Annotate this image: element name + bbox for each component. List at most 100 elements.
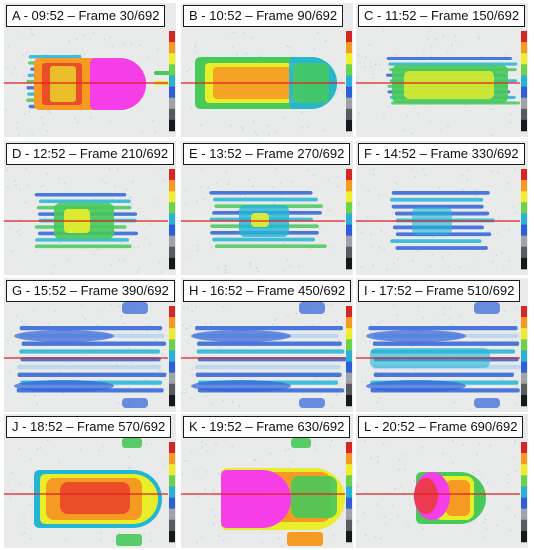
color-scale-bar bbox=[521, 169, 527, 270]
noise-speck bbox=[338, 339, 341, 341]
noise-speck bbox=[189, 68, 191, 70]
noise-speck bbox=[512, 205, 515, 208]
noise-speck bbox=[271, 186, 274, 188]
melt-tip bbox=[474, 302, 500, 314]
scale-segment bbox=[521, 180, 527, 192]
noise-speck bbox=[77, 371, 79, 374]
noise-speck bbox=[25, 323, 27, 325]
noise-speck bbox=[501, 251, 503, 254]
scale-segment bbox=[346, 108, 352, 121]
noise-speck bbox=[30, 29, 32, 31]
scale-segment bbox=[521, 257, 527, 270]
melt-streaks bbox=[391, 191, 490, 195]
noise-speck bbox=[485, 527, 487, 529]
scale-segment bbox=[346, 372, 352, 385]
noise-speck bbox=[153, 384, 155, 387]
noise-speck bbox=[129, 196, 132, 199]
noise-speck bbox=[280, 182, 282, 184]
scale-segment bbox=[521, 246, 527, 259]
noise-speck bbox=[240, 194, 242, 196]
noise-speck bbox=[212, 489, 214, 491]
thermal-shape bbox=[209, 191, 327, 248]
noise-speck bbox=[496, 524, 498, 526]
noise-speck bbox=[430, 45, 432, 48]
scale-segment bbox=[346, 97, 352, 110]
noise-speck bbox=[200, 124, 202, 126]
melt-streaks bbox=[34, 193, 127, 197]
noise-speck bbox=[110, 264, 112, 266]
noise-speck bbox=[370, 66, 372, 68]
melt-streaks bbox=[395, 246, 488, 250]
scale-segment bbox=[169, 202, 175, 214]
noise-speck bbox=[210, 247, 212, 249]
noise-speck bbox=[281, 545, 283, 547]
noise-speck bbox=[46, 173, 48, 175]
melt-tip bbox=[122, 302, 148, 314]
color-scale-bar bbox=[521, 306, 527, 407]
noise-speck bbox=[442, 306, 445, 309]
melt-streaks bbox=[212, 237, 316, 242]
noise-speck bbox=[100, 539, 102, 542]
noise-speck bbox=[284, 449, 287, 451]
noise-speck bbox=[333, 247, 335, 249]
noise-speck bbox=[424, 174, 427, 176]
noise-speck bbox=[145, 237, 147, 240]
noise-speck bbox=[185, 203, 187, 205]
noise-speck bbox=[98, 311, 100, 313]
noise-speck bbox=[433, 61, 435, 64]
noise-speck bbox=[289, 265, 291, 267]
melt-tip bbox=[116, 534, 142, 546]
melt-streaks bbox=[388, 62, 518, 66]
scale-segment bbox=[346, 202, 352, 214]
scale-segment bbox=[346, 306, 352, 318]
noise-speck bbox=[40, 117, 43, 119]
noise-speck bbox=[513, 456, 515, 459]
noise-speck bbox=[25, 168, 27, 170]
noise-speck bbox=[313, 47, 316, 50]
noise-speck bbox=[398, 468, 400, 471]
color-scale-bar bbox=[169, 442, 175, 543]
noise-speck bbox=[118, 259, 120, 261]
noise-speck bbox=[110, 304, 112, 306]
noise-speck bbox=[149, 223, 152, 225]
noise-speck bbox=[28, 110, 31, 113]
scale-segment bbox=[169, 394, 175, 407]
melt-streaks bbox=[194, 326, 344, 331]
melt-core bbox=[446, 480, 470, 516]
noise-speck bbox=[314, 376, 316, 379]
scale-segment bbox=[169, 86, 175, 98]
noise-speck bbox=[89, 117, 92, 119]
noise-speck bbox=[30, 458, 32, 461]
noise-speck bbox=[511, 338, 514, 341]
scale-segment bbox=[169, 97, 175, 110]
scale-segment bbox=[169, 180, 175, 192]
noise-speck bbox=[509, 529, 511, 532]
noise-speck bbox=[39, 447, 42, 449]
scale-segment bbox=[521, 53, 527, 65]
noise-speck bbox=[144, 317, 147, 320]
melt-streaks bbox=[17, 372, 167, 377]
melt-tip bbox=[299, 302, 325, 314]
noise-speck bbox=[382, 29, 385, 31]
noise-speck bbox=[215, 443, 217, 446]
noise-speck bbox=[58, 461, 60, 463]
melt-streaks bbox=[196, 341, 342, 346]
noise-speck bbox=[10, 250, 13, 252]
noise-speck bbox=[9, 497, 11, 499]
noise-speck bbox=[376, 401, 378, 404]
noise-speck bbox=[396, 514, 399, 517]
scale-segment bbox=[169, 317, 175, 329]
noise-speck bbox=[372, 77, 374, 79]
noise-speck bbox=[443, 313, 446, 315]
noise-speck bbox=[217, 267, 219, 269]
noise-speck bbox=[149, 243, 151, 245]
noise-speck bbox=[514, 212, 517, 214]
noise-speck bbox=[288, 448, 290, 450]
noise-speck bbox=[158, 369, 161, 371]
noise-speck bbox=[442, 34, 444, 37]
noise-speck bbox=[380, 230, 383, 232]
noise-speck bbox=[372, 72, 374, 75]
noise-speck bbox=[44, 217, 47, 219]
noise-speck bbox=[81, 315, 83, 317]
noise-speck bbox=[200, 168, 203, 171]
